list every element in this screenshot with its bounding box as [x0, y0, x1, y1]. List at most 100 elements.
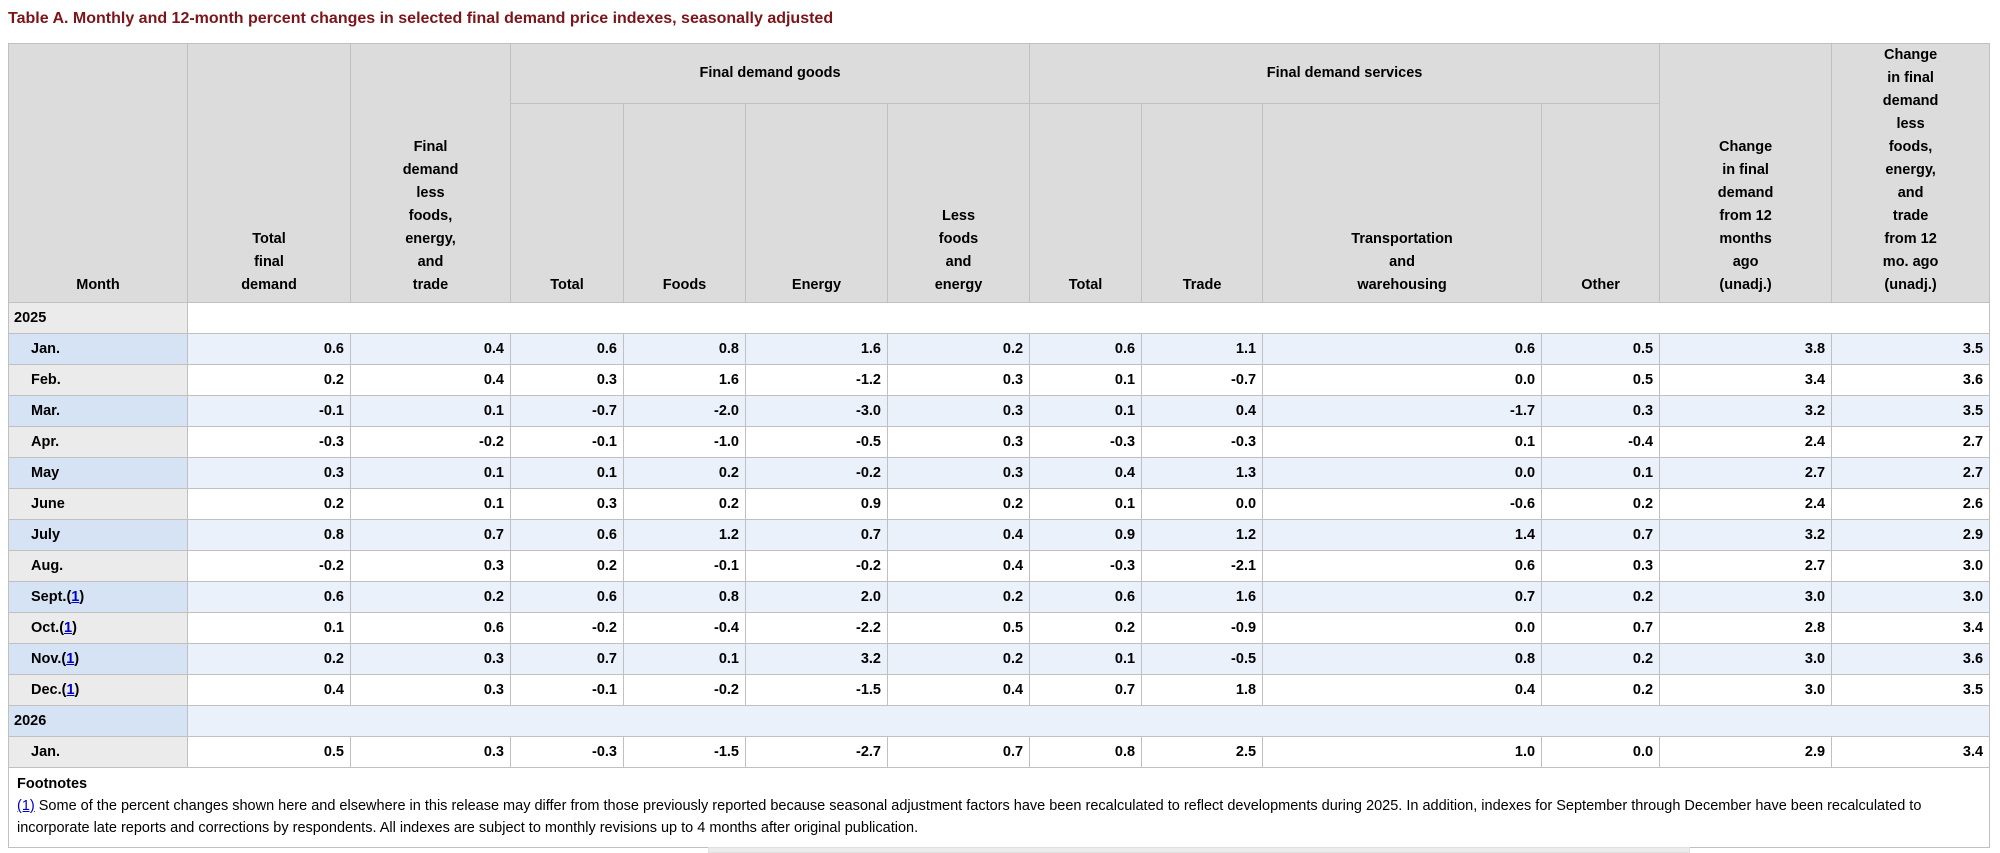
- next-section-cutoff: [708, 847, 1690, 853]
- data-row: Oct.(1) 0.1 0.6 -0.2 -0.4 -2.2 0.5 0.2 -0.9 0.0 0.…: [8, 612, 1991, 644]
- value-cell: 3.5: [1831, 333, 1991, 365]
- value-cell: 0.3: [886, 364, 1031, 396]
- footnotes-section: Footnotes (1) Some of the percent change…: [7, 767, 1991, 848]
- value-cell: 0.3: [350, 550, 511, 582]
- value-cell: -0.2: [745, 457, 888, 489]
- value-cell: 0.2: [350, 581, 511, 613]
- month-label: June: [8, 488, 188, 520]
- year-row-spacer: [186, 302, 1991, 334]
- value-cell: 0.3: [187, 457, 351, 489]
- row-footnote-link[interactable]: 1: [66, 682, 75, 698]
- value-cell: 0.1: [1029, 488, 1143, 520]
- month-label: Oct.(1): [8, 612, 188, 644]
- value-cell: 0.6: [510, 581, 624, 613]
- footnotes-heading: Footnotes: [17, 776, 88, 792]
- value-cell: 0.4: [187, 674, 351, 706]
- row-footnote-link[interactable]: 1: [64, 620, 73, 636]
- value-cell: 1.4: [1262, 519, 1543, 551]
- row-footnote-link[interactable]: 1: [66, 651, 75, 667]
- data-row: Feb. 0.2 0.4 0.3 1.6 -1.2 0.3 0.1 -0.7 0.0 0.5 3.4 3…: [8, 364, 1991, 396]
- value-cell: 0.1: [1029, 643, 1143, 675]
- year-row: 2025: [8, 302, 1991, 334]
- value-cell: 0.3: [1541, 395, 1661, 427]
- value-cell: 1.6: [745, 333, 888, 365]
- value-cell: 2.4: [1659, 488, 1833, 520]
- value-cell: 3.4: [1831, 612, 1991, 644]
- value-cell: 2.4: [1659, 426, 1833, 458]
- value-cell: 0.4: [886, 550, 1031, 582]
- value-cell: 3.2: [1659, 519, 1833, 551]
- value-cell: 0.8: [1262, 643, 1543, 675]
- month-label: Sept.(1): [8, 581, 188, 613]
- value-cell: 0.5: [1541, 333, 1661, 365]
- value-cell: 0.7: [886, 736, 1031, 768]
- value-cell: 0.6: [187, 333, 351, 365]
- value-cell: 0.4: [886, 519, 1031, 551]
- data-row: Mar. -0.1 0.1 -0.7 -2.0 -3.0 0.3 0.1 0.4 -1.7 0.3 3…: [8, 395, 1991, 427]
- col-header-services-total: Total: [1029, 103, 1143, 303]
- value-cell: -0.5: [1141, 643, 1264, 675]
- value-cell: 2.8: [1659, 612, 1833, 644]
- value-cell: -1.2: [745, 364, 888, 396]
- value-cell: 1.1: [1141, 333, 1264, 365]
- value-cell: -0.2: [510, 612, 624, 644]
- value-cell: 3.0: [1659, 643, 1833, 675]
- col-header-change-12mo: Change in final demand from 12 months ag…: [1659, 43, 1833, 303]
- value-cell: 0.1: [623, 643, 746, 675]
- month-label: Dec.(1): [8, 674, 188, 706]
- value-cell: 3.0: [1659, 581, 1833, 613]
- value-cell: 3.2: [745, 643, 888, 675]
- value-cell: 0.0: [1541, 736, 1661, 768]
- month-label: Nov.(1): [8, 643, 188, 675]
- month-label: Mar.: [8, 395, 188, 427]
- value-cell: 0.6: [1029, 581, 1143, 613]
- value-cell: 0.4: [1262, 674, 1543, 706]
- col-header-energy: Energy: [745, 103, 888, 303]
- value-cell: 3.5: [1831, 395, 1991, 427]
- value-cell: 0.8: [187, 519, 351, 551]
- table-header: Month Total final demand Final demand le…: [8, 42, 1991, 303]
- value-cell: 3.4: [1831, 736, 1991, 768]
- value-cell: -1.0: [623, 426, 746, 458]
- value-cell: 1.6: [623, 364, 746, 396]
- col-header-trade: Trade: [1141, 103, 1264, 303]
- year-row-spacer: [186, 705, 1991, 737]
- value-cell: 0.4: [886, 674, 1031, 706]
- value-cell: -1.5: [745, 674, 888, 706]
- value-cell: 0.7: [1262, 581, 1543, 613]
- data-row: Apr. -0.3 -0.2 -0.1 -1.0 -0.5 0.3 -0.3 -0.3 0.1 -0…: [8, 426, 1991, 458]
- value-cell: 0.2: [1029, 612, 1143, 644]
- value-cell: 0.4: [350, 333, 511, 365]
- value-cell: 0.3: [886, 457, 1031, 489]
- data-row: Jan. 0.5 0.3 -0.3 -1.5 -2.7 0.7 0.8 2.5 1.0 0.0 2.9…: [8, 736, 1991, 768]
- col-header-fd-less-fet: Final demand less foods, energy, and tra…: [350, 43, 511, 303]
- month-label: Jan.: [8, 736, 188, 768]
- group-header-final-demand-goods: Final demand goods: [509, 42, 1031, 105]
- value-cell: -0.3: [187, 426, 351, 458]
- value-cell: -0.3: [1029, 426, 1143, 458]
- month-label: Jan.: [8, 333, 188, 365]
- value-cell: 0.7: [510, 643, 624, 675]
- value-cell: 0.3: [350, 736, 511, 768]
- value-cell: 3.6: [1831, 364, 1991, 396]
- value-cell: 0.2: [886, 488, 1031, 520]
- value-cell: -0.1: [510, 426, 624, 458]
- value-cell: 0.9: [1029, 519, 1143, 551]
- row-footnote-link[interactable]: 1: [71, 589, 80, 605]
- year-label: 2026: [8, 705, 188, 737]
- value-cell: -0.6: [1262, 488, 1543, 520]
- month-label: Feb.: [8, 364, 188, 396]
- month-label: Apr.: [8, 426, 188, 458]
- value-cell: 0.2: [623, 457, 746, 489]
- value-cell: 3.6: [1831, 643, 1991, 675]
- year-label: 2025: [8, 302, 188, 334]
- value-cell: 0.2: [187, 364, 351, 396]
- data-row: Dec.(1) 0.4 0.3 -0.1 -0.2 -1.5 0.4 0.7 1.8 0.4 0.2…: [8, 674, 1991, 706]
- value-cell: -3.0: [745, 395, 888, 427]
- value-cell: 1.8: [1141, 674, 1264, 706]
- value-cell: 0.2: [1541, 643, 1661, 675]
- col-header-change-less-12mo: Change in final demand less foods, energ…: [1831, 43, 1991, 303]
- value-cell: 0.4: [1141, 395, 1264, 427]
- footnote-1-link[interactable]: (1): [17, 798, 35, 814]
- value-cell: -0.4: [1541, 426, 1661, 458]
